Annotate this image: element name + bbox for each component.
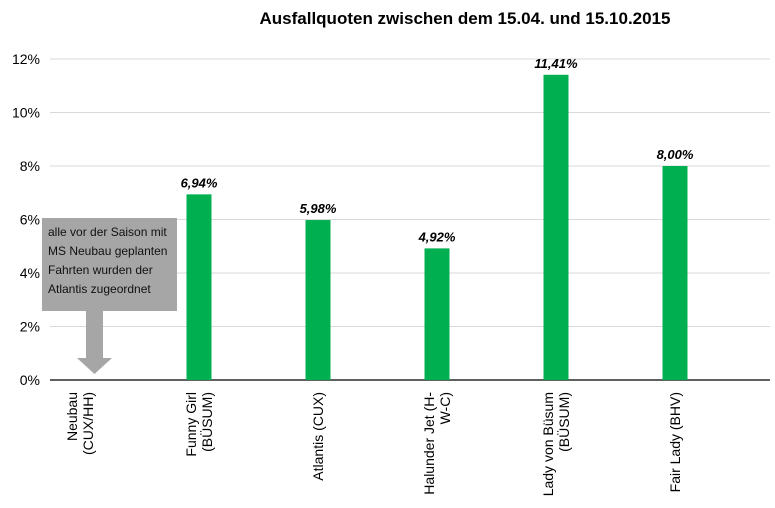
data-label: 8,00% [657, 147, 694, 162]
x-category-label: (BÜSUM) [555, 392, 572, 452]
annotation-box [42, 218, 177, 311]
bar [424, 248, 450, 380]
x-category-label: Lady von Büsum [540, 392, 556, 496]
x-category-label: W-C) [437, 392, 453, 424]
y-tick-label: 4% [20, 265, 40, 281]
annotation-text: MS Neubau geplanten [48, 244, 167, 258]
x-category-label: Fair Lady (BHV) [667, 392, 683, 492]
x-category-label: Halunder Jet (H- [421, 392, 437, 495]
data-label: 4,92% [418, 229, 456, 244]
data-label: 5,98% [300, 201, 337, 216]
arrow-down-icon [77, 311, 112, 374]
bar [186, 194, 212, 380]
annotation-text: Fahrten wurden der [48, 263, 153, 277]
bar [543, 74, 569, 380]
y-tick-label: 2% [20, 319, 40, 335]
y-tick-label: 6% [20, 212, 40, 228]
x-category-label: Atlantis (CUX) [310, 392, 326, 481]
annotation-text: Atlantis zugeordnet [48, 282, 151, 296]
bar [662, 166, 688, 380]
y-tick-label: 12% [12, 51, 40, 67]
y-tick-label: 8% [20, 158, 40, 174]
chart-title: Ausfallquoten zwischen dem 15.04. und 15… [260, 9, 671, 28]
x-category-label: Funny Girl [183, 392, 199, 457]
x-category-label: (CUX/HH) [80, 392, 96, 455]
annotation-callout: alle vor der Saison mit MS Neubau geplant… [42, 218, 177, 374]
data-label: 11,41% [534, 56, 578, 71]
x-category-label: Neubau [64, 392, 80, 441]
x-category-label: (BÜSUM) [198, 392, 215, 452]
y-tick-label: 0% [20, 372, 40, 388]
annotation-text: alle vor der Saison mit [48, 225, 167, 239]
y-tick-label: 10% [12, 105, 40, 121]
bar [305, 220, 331, 380]
data-label: 6,94% [181, 175, 218, 190]
